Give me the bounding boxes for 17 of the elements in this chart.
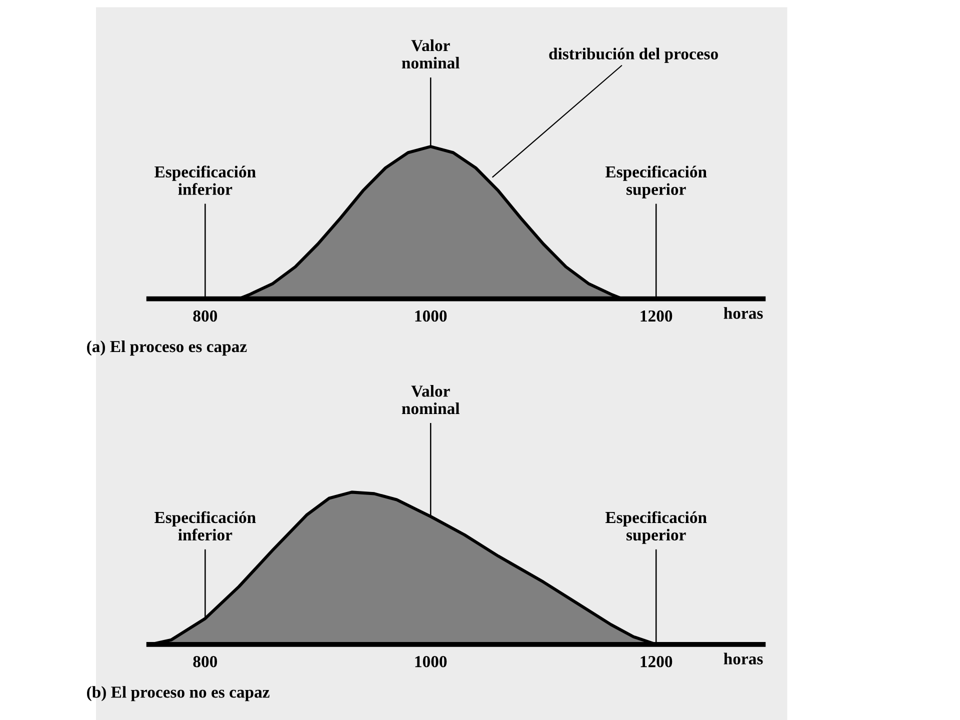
ref-line-label: Especificación superior bbox=[605, 166, 707, 198]
x-tick-label: 800 bbox=[193, 656, 218, 668]
x-tick-label: 1000 bbox=[415, 310, 447, 322]
x-tick-label: 1000 bbox=[415, 656, 447, 668]
ref-line-label: Especificación inferior bbox=[154, 166, 256, 195]
ref-line-label: Especificación superior bbox=[605, 511, 707, 544]
ref-line-label: Valor nominal bbox=[402, 39, 460, 69]
x-tick-label: 1200 bbox=[640, 656, 672, 668]
x-axis-title: horas bbox=[724, 652, 763, 664]
ref-line-label: Valor nominal bbox=[402, 385, 460, 414]
text: (a) El proceso es capaz bbox=[87, 340, 247, 356]
annotation: distribución del proceso bbox=[549, 48, 718, 63]
x-tick-label: 800 bbox=[193, 310, 218, 322]
ref-line-label: Especificación inferior bbox=[154, 511, 256, 541]
x-axis-title: horas bbox=[724, 307, 763, 319]
text: (b) El proceso no es capaz bbox=[87, 686, 270, 702]
x-tick-label: 1200 bbox=[640, 310, 672, 322]
